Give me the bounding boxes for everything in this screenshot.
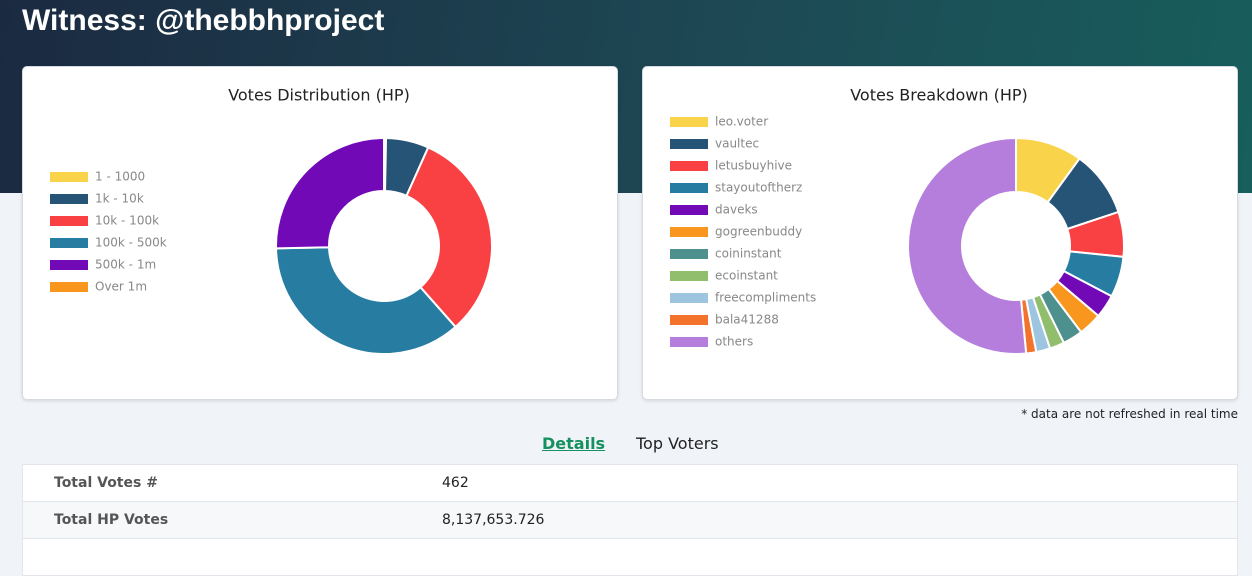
legend-label: 100k - 500k — [95, 236, 167, 250]
tab[interactable]: Details — [542, 434, 606, 453]
legend-label: stayoutoftherz — [715, 181, 802, 195]
legend-swatch — [50, 172, 88, 182]
details-table: Total Votes # 462 Total HP Votes 8,137,653… — [22, 464, 1238, 576]
pie-slice — [275, 136, 385, 250]
table-row: Total Votes # 462 — [22, 464, 1238, 502]
legend-label: vaultec — [715, 137, 759, 151]
table-row: Total HP Votes 8,137,653.726 — [22, 502, 1238, 539]
footnote: * data are not refreshed in real time — [1021, 407, 1238, 421]
legend-label: others — [715, 335, 753, 349]
legend-swatch — [50, 260, 88, 270]
legend-label: bala41288 — [715, 313, 779, 327]
legend-label: 500k - 1m — [95, 258, 156, 272]
legend-swatch — [670, 227, 708, 237]
legend-swatch — [670, 205, 708, 215]
legend-label: Over 1m — [95, 280, 147, 294]
legend-swatch — [670, 161, 708, 171]
legend-label: 10k - 100k — [95, 214, 159, 228]
legend-swatch — [670, 139, 708, 149]
legend-label: daveks — [715, 203, 758, 217]
legend-swatch — [50, 216, 88, 226]
legend-swatch — [50, 194, 88, 204]
pie-slice — [907, 136, 1028, 355]
chart-title: Votes Distribution (HP) — [228, 86, 410, 105]
tab[interactable]: Top Voters — [636, 434, 719, 453]
legend-label: coininstant — [715, 247, 782, 261]
legend-swatch — [670, 271, 708, 281]
legend-swatch — [670, 315, 708, 325]
table-row — [22, 539, 1238, 576]
legend-label: freecompliments — [715, 291, 816, 305]
legend-swatch — [670, 117, 708, 127]
row-value: 8,137,653.726 — [442, 512, 545, 528]
legend-label: 1 - 1000 — [95, 170, 145, 184]
legend-label: ecoinstant — [715, 269, 778, 283]
row-label: Total HP Votes — [54, 512, 169, 528]
charts: Votes Distribution (HP) 1 - 1000 1k - 10k 1… — [50, 86, 1125, 355]
legend-swatch — [670, 183, 708, 193]
pie-slice — [275, 246, 457, 355]
legend-swatch — [670, 337, 708, 347]
legend-swatch — [50, 282, 88, 292]
legend-label: gogreenbuddy — [715, 225, 802, 239]
row-label: Total Votes # — [54, 475, 158, 491]
row-value: 462 — [442, 475, 469, 491]
legend-swatch — [670, 293, 708, 303]
legend-swatch — [50, 238, 88, 248]
page-title: Witness: @thebbhproject — [22, 4, 385, 37]
legend-label: leo.voter — [715, 115, 768, 129]
pie-slice — [405, 146, 493, 329]
legend-swatch — [670, 249, 708, 259]
legend-label: 1k - 10k — [95, 192, 144, 206]
legend-label: letusbuyhive — [715, 159, 792, 173]
chart-title: Votes Breakdown (HP) — [850, 86, 1028, 105]
